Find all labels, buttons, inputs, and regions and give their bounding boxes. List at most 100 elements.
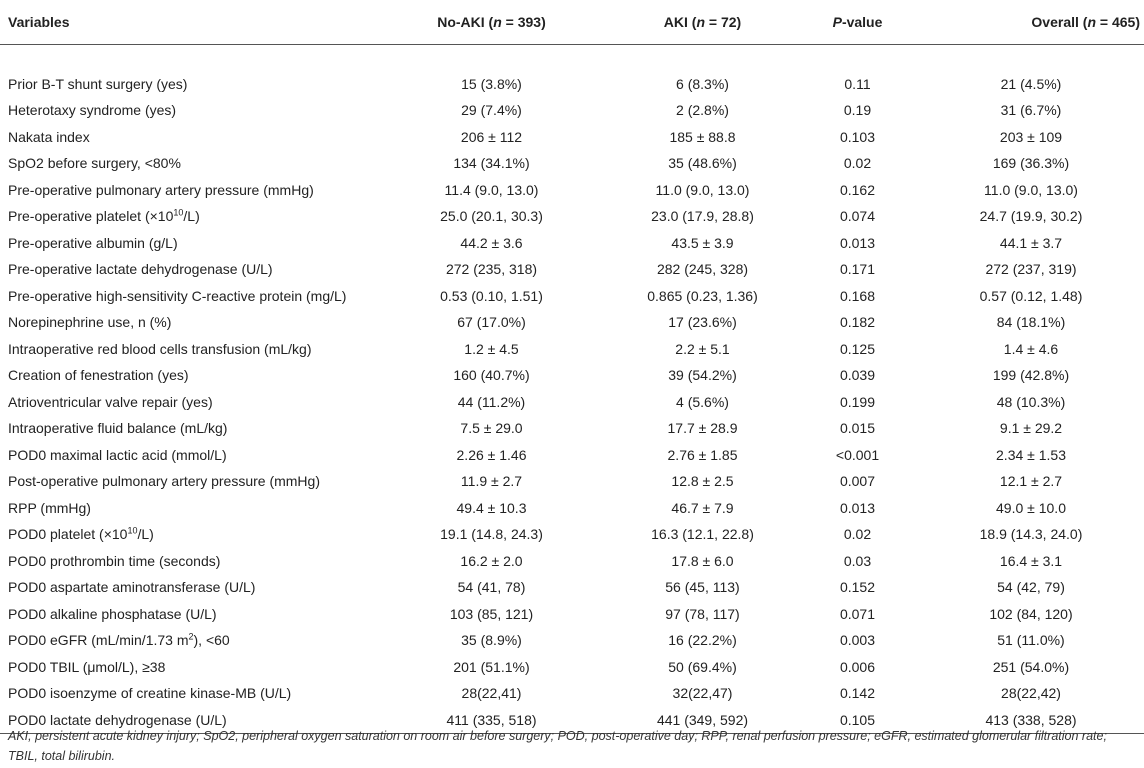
cell-aki: 17.8 ± 6.0 xyxy=(671,552,734,569)
header-overall-n: n xyxy=(1087,13,1097,30)
cell-no-aki: 25.0 (20.1, 30.3) xyxy=(440,208,543,225)
table-row: Intraoperative fluid balance (mL/kg) 7.5 … xyxy=(0,415,1144,442)
cell-aki: 43.5 ± 3.9 xyxy=(671,234,734,251)
cell-overall: 102 (84, 120) xyxy=(989,605,1073,622)
cell-no-aki: 11.9 ± 2.7 xyxy=(460,473,523,490)
cell-pvalue: 0.015 xyxy=(839,420,876,437)
cell-pvalue: 0.039 xyxy=(839,367,876,384)
cell-no-aki: 7.5 ± 29.0 xyxy=(460,420,523,437)
cell-pvalue: 0.003 xyxy=(839,632,876,649)
header-pvalue: P-value xyxy=(797,0,918,45)
variable-label: POD0 TBIL (μmol/L), ≥38 xyxy=(8,658,166,675)
cell-pvalue: 0.199 xyxy=(839,393,876,410)
cell-overall: 51 (11.0%) xyxy=(997,632,1065,649)
header-aki-post: = 72) xyxy=(705,13,742,30)
cell-pvalue: 0.171 xyxy=(839,261,876,278)
variable-label: Pre-operative platelet (×10 xyxy=(8,208,174,225)
header-spacer-row xyxy=(0,44,1144,71)
header-no-aki: No-AKI (n = 393) xyxy=(375,0,608,45)
cell-overall: 49.0 ± 10.0 xyxy=(996,499,1066,516)
cell-pvalue: 0.013 xyxy=(839,499,876,516)
cell-pvalue: 0.162 xyxy=(839,181,876,198)
header-aki-n: n xyxy=(696,13,706,30)
variable-label: Creation of fenestration (yes) xyxy=(8,367,189,384)
table-row: Creation of fenestration (yes) 160 (40.7%… xyxy=(0,362,1144,389)
variable-label: Heterotaxy syndrome (yes) xyxy=(8,102,177,119)
cell-pvalue: 0.03 xyxy=(843,552,872,569)
cell-pvalue: 0.142 xyxy=(839,685,876,702)
cell-aki: 17 (23.6%) xyxy=(668,314,737,331)
cell-variable: Pre-operative lactate dehydrogenase (U/L… xyxy=(0,256,375,283)
cell-aki: 46.7 ± 7.9 xyxy=(671,499,734,516)
cell-overall: 203 ± 109 xyxy=(999,128,1063,145)
cell-overall: 413 (338, 528) xyxy=(918,706,1144,734)
cell-no-aki: 49.4 ± 10.3 xyxy=(456,499,527,516)
cell-aki: 4 (5.6%) xyxy=(676,393,729,410)
variable-label: POD0 maximal lactic acid (mmol/L) xyxy=(8,446,227,463)
variable-label: Pre-operative high-sensitivity C-reactiv… xyxy=(8,287,347,304)
cell-variable: Heterotaxy syndrome (yes) xyxy=(0,97,375,124)
cell-aki: 185 ± 88.8 xyxy=(669,128,736,145)
cell-no-aki: 103 (85, 121) xyxy=(449,605,534,622)
variable-superscript: 10 xyxy=(127,525,138,536)
cell-no-aki: 272 (235, 318) xyxy=(445,261,538,278)
cell-no-aki: 16.2 ± 2.0 xyxy=(460,552,523,569)
cell-no-aki: 15 (3.8%) xyxy=(461,75,522,92)
cell-variable: POD0 alkaline phosphatase (U/L) xyxy=(0,601,375,628)
cell-aki: 23.0 (17.9, 28.8) xyxy=(651,208,754,225)
cell-no-aki: 19.1 (14.8, 24.3) xyxy=(440,526,543,543)
table-row: Pre-operative platelet (×1010/L) 25.0 (20… xyxy=(0,203,1144,230)
cell-overall: 24.7 (19.9, 30.2) xyxy=(979,208,1083,225)
table-row: SpO2 before surgery, <80% 134 (34.1%) 35 (… xyxy=(0,150,1144,177)
cell-aki: 16 (22.2%) xyxy=(668,632,737,649)
cell-pvalue: 0.013 xyxy=(839,234,876,251)
cell-variable: POD0 eGFR (mL/min/1.73 m2), <60 xyxy=(0,627,375,654)
cell-overall: 31 (6.7%) xyxy=(1000,102,1062,119)
header-no-aki-pre: No-AKI ( xyxy=(437,13,494,30)
cell-overall: 28(22,42) xyxy=(1001,685,1061,702)
cell-no-aki: 160 (40.7%) xyxy=(453,367,530,384)
cell-variable: Nakata index xyxy=(0,124,375,151)
cell-overall: 54 (42, 79) xyxy=(997,579,1065,596)
cell-pvalue: 0.006 xyxy=(839,658,876,675)
cell-overall: 18.9 (14.3, 24.0) xyxy=(979,526,1083,543)
header-no-aki-n: n xyxy=(493,13,502,30)
variable-label: Intraoperative fluid balance (mL/kg) xyxy=(8,420,228,437)
table-row: POD0 maximal lactic acid (mmol/L) 2.26 ± … xyxy=(0,442,1144,469)
cell-no-aki: 134 (34.1%) xyxy=(453,155,530,172)
variable-superscript: 10 xyxy=(173,207,184,218)
cell-no-aki: 201 (51.1%) xyxy=(453,658,530,675)
cell-aki: 16.3 (12.1, 22.8) xyxy=(651,526,754,543)
cell-aki: 0.865 (0.23, 1.36) xyxy=(647,287,758,304)
variable-label-suffix: ), <60 xyxy=(193,632,230,649)
variable-label: Pre-operative pulmonary artery pressure … xyxy=(8,181,314,198)
variable-label: Prior B-T shunt surgery (yes) xyxy=(8,75,188,92)
table-row: Norepinephrine use, n (%) 67 (17.0%) 17 (2… xyxy=(0,309,1144,336)
cell-variable: POD0 platelet (×1010/L) xyxy=(0,521,375,548)
table-row: Atrioventricular valve repair (yes) 44 (1… xyxy=(0,389,1144,416)
cell-no-aki: 11.4 (9.0, 13.0) xyxy=(444,181,539,198)
variable-label: RPP (mmHg) xyxy=(8,499,91,516)
cell-pvalue: 0.152 xyxy=(839,579,876,596)
cell-pvalue: 0.105 xyxy=(797,706,918,734)
cell-pvalue: 0.071 xyxy=(839,605,876,622)
variable-label: SpO2 before surgery, <80% xyxy=(8,155,181,172)
cell-no-aki: 206 ± 112 xyxy=(460,128,523,145)
data-table-container: Variables No-AKI (n = 393) AKI (n = 72) … xyxy=(0,0,1144,734)
variable-label: POD0 eGFR (mL/min/1.73 m xyxy=(8,632,189,649)
cell-aki: 2.2 ± 5.1 xyxy=(675,340,730,357)
cell-variable: Post-operative pulmonary artery pressure… xyxy=(0,468,375,495)
cell-overall: 251 (54.0%) xyxy=(992,658,1070,675)
cell-pvalue: 0.007 xyxy=(839,473,876,490)
cell-pvalue: 0.19 xyxy=(843,102,872,119)
cell-pvalue: 0.125 xyxy=(839,340,876,357)
cell-aki: 2 (2.8%) xyxy=(676,102,729,119)
cell-no-aki: 1.2 ± 4.5 xyxy=(464,340,519,357)
cell-no-aki: 54 (41, 78) xyxy=(457,579,526,596)
variable-label: Atrioventricular valve repair (yes) xyxy=(8,393,213,410)
cell-overall: 169 (36.3%) xyxy=(992,155,1070,172)
cell-no-aki: 35 (8.9%) xyxy=(461,632,522,649)
cell-no-aki: 0.53 (0.10, 1.51) xyxy=(440,287,543,304)
variable-label: POD0 platelet (×10 xyxy=(8,526,128,543)
cell-aki: 32(22,47) xyxy=(672,685,733,702)
